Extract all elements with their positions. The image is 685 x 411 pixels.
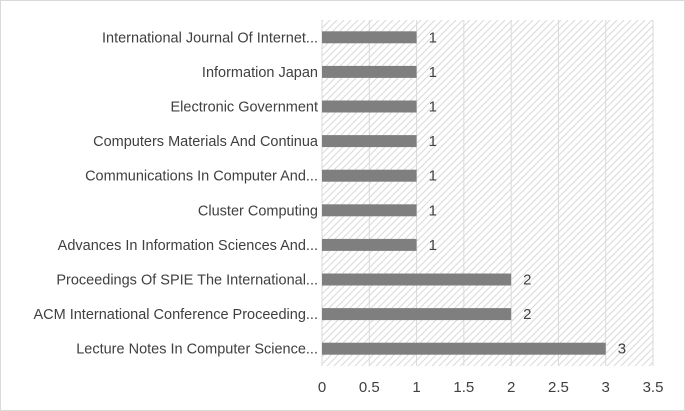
- x-tick-label: 0.5: [359, 379, 380, 396]
- bars: [322, 31, 606, 355]
- bar: [322, 100, 417, 113]
- bar-value-label: 1: [429, 237, 437, 254]
- data-labels: 1 1 1 1 1 1 1 2 2 3: [429, 29, 626, 357]
- bar-value-label: 1: [429, 168, 437, 185]
- bar: [322, 135, 417, 148]
- x-tick-label: 3: [602, 379, 610, 396]
- x-tick-label: 1: [412, 379, 420, 396]
- bar: [322, 342, 606, 355]
- bar-value-label: 1: [429, 202, 437, 219]
- bar-value-label: 1: [429, 133, 437, 150]
- category-label: Lecture Notes In Computer Science...: [76, 342, 318, 358]
- category-label: Information Japan: [202, 65, 318, 81]
- x-tick-label: 3.5: [643, 379, 664, 396]
- category-label: Proceedings Of SPIE The International...: [56, 273, 318, 289]
- x-tick-label: 0: [318, 379, 326, 396]
- bar: [322, 31, 417, 44]
- bar: [322, 65, 417, 78]
- bar-value-label: 2: [523, 272, 531, 289]
- category-label: ACM International Conference Proceeding.…: [33, 307, 318, 323]
- category-labels: International Journal Of Internet... Info…: [33, 30, 318, 357]
- x-axis-ticks: 0 0.5 1 1.5 2 2.5 3 3.5: [318, 379, 664, 396]
- bar: [322, 204, 417, 217]
- x-tick-label: 2: [507, 379, 515, 396]
- category-label: Advances In Information Sciences And...: [58, 238, 318, 254]
- bar-value-label: 1: [429, 99, 437, 116]
- bar-value-label: 2: [523, 306, 531, 323]
- bar: [322, 308, 512, 321]
- category-label: Cluster Computing: [198, 203, 318, 219]
- bar-value-label: 1: [429, 29, 437, 46]
- bar-value-label: 1: [429, 64, 437, 81]
- category-label: Computers Materials And Continua: [93, 134, 319, 150]
- x-tick-label: 1.5: [453, 379, 474, 396]
- bar-value-label: 3: [618, 341, 626, 358]
- x-tick-label: 2.5: [548, 379, 569, 396]
- bar: [322, 238, 417, 251]
- category-label: International Journal Of Internet...: [102, 30, 318, 46]
- category-label: Communications In Computer And...: [85, 169, 318, 185]
- bar: [322, 273, 512, 286]
- category-label: Electronic Government: [171, 100, 318, 116]
- bar: [322, 169, 417, 182]
